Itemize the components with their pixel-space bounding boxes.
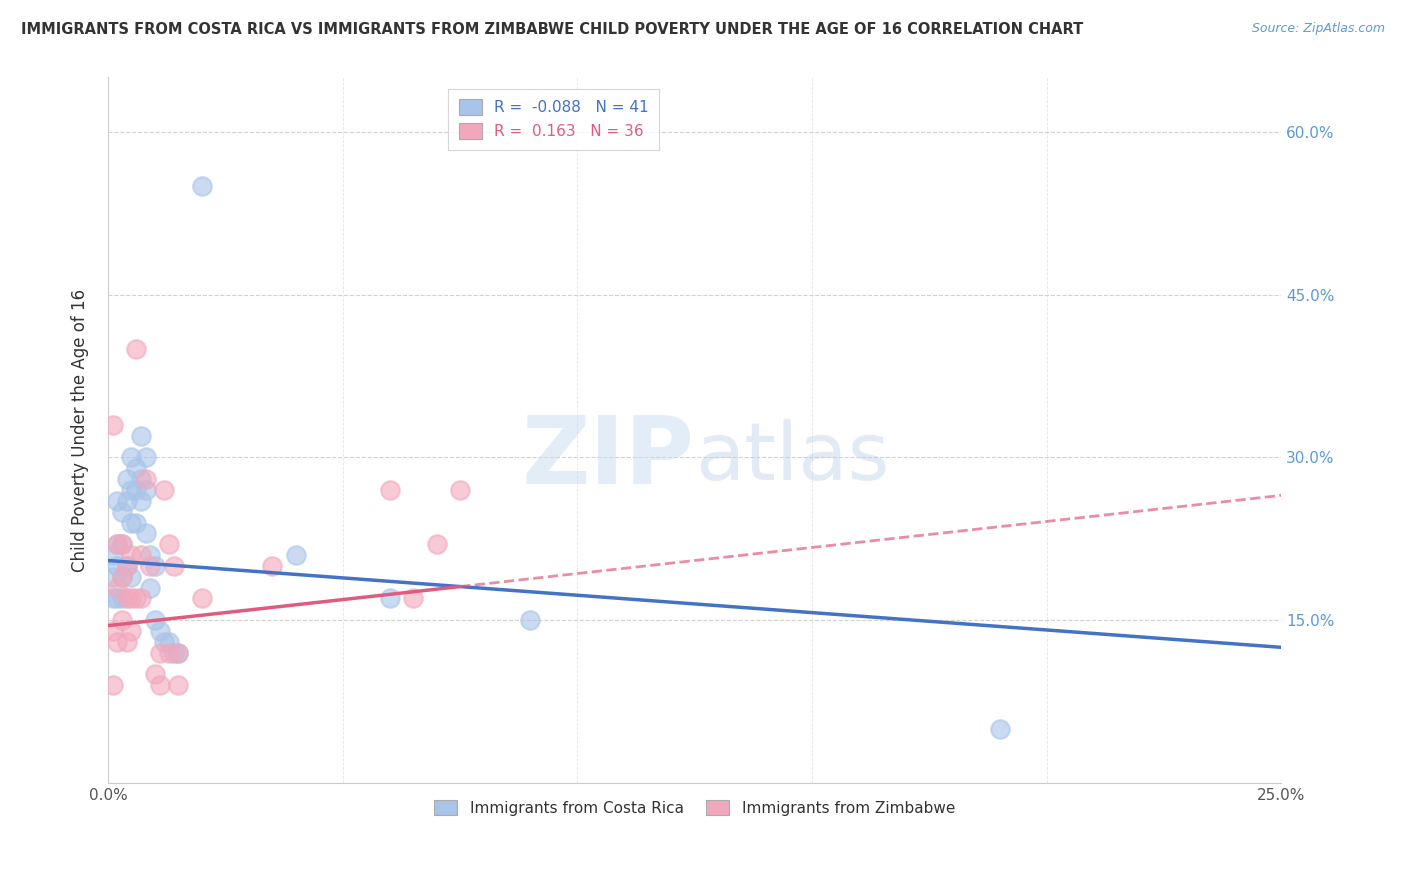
Text: IMMIGRANTS FROM COSTA RICA VS IMMIGRANTS FROM ZIMBABWE CHILD POVERTY UNDER THE A: IMMIGRANTS FROM COSTA RICA VS IMMIGRANTS… <box>21 22 1084 37</box>
Point <box>149 646 172 660</box>
Y-axis label: Child Poverty Under the Age of 16: Child Poverty Under the Age of 16 <box>72 289 89 572</box>
Point <box>262 558 284 573</box>
Point <box>125 342 148 356</box>
Point <box>125 483 148 497</box>
Point <box>157 646 180 660</box>
Point <box>111 613 134 627</box>
Point <box>157 537 180 551</box>
Point <box>167 678 190 692</box>
Point <box>111 570 134 584</box>
Text: atlas: atlas <box>695 419 889 498</box>
Point <box>129 428 152 442</box>
Point <box>402 591 425 606</box>
Point <box>449 483 471 497</box>
Point <box>115 591 138 606</box>
Point <box>378 591 401 606</box>
Point <box>111 537 134 551</box>
Point <box>105 558 128 573</box>
Point <box>115 472 138 486</box>
Point <box>167 646 190 660</box>
Legend: Immigrants from Costa Rica, Immigrants from Zimbabwe: Immigrants from Costa Rica, Immigrants f… <box>425 790 965 825</box>
Point <box>157 635 180 649</box>
Point <box>101 570 124 584</box>
Point <box>105 635 128 649</box>
Point <box>115 558 138 573</box>
Point <box>129 591 152 606</box>
Point <box>120 624 142 638</box>
Point <box>125 461 148 475</box>
Point <box>519 613 541 627</box>
Point <box>143 558 166 573</box>
Point <box>120 548 142 562</box>
Point <box>120 450 142 465</box>
Point <box>111 505 134 519</box>
Point <box>111 570 134 584</box>
Point <box>149 678 172 692</box>
Point <box>120 591 142 606</box>
Point <box>143 613 166 627</box>
Point <box>284 548 307 562</box>
Point <box>105 537 128 551</box>
Point <box>125 591 148 606</box>
Point <box>120 570 142 584</box>
Point <box>129 493 152 508</box>
Text: ZIP: ZIP <box>522 412 695 505</box>
Point <box>120 516 142 530</box>
Point <box>135 483 157 497</box>
Point <box>135 472 157 486</box>
Point <box>115 635 138 649</box>
Point <box>139 581 162 595</box>
Point <box>125 516 148 530</box>
Point <box>129 472 152 486</box>
Point <box>101 591 124 606</box>
Point <box>139 558 162 573</box>
Point <box>135 450 157 465</box>
Point <box>129 548 152 562</box>
Point <box>105 493 128 508</box>
Point <box>167 646 190 660</box>
Point <box>378 483 401 497</box>
Point <box>105 581 128 595</box>
Point <box>988 722 1011 736</box>
Point <box>149 624 172 638</box>
Point <box>153 483 176 497</box>
Point <box>153 635 176 649</box>
Point <box>115 558 138 573</box>
Point <box>111 537 134 551</box>
Point <box>101 678 124 692</box>
Point <box>120 483 142 497</box>
Point <box>143 667 166 681</box>
Point <box>105 591 128 606</box>
Point <box>139 548 162 562</box>
Point <box>163 646 186 660</box>
Point <box>101 417 124 432</box>
Point <box>425 537 447 551</box>
Point <box>135 526 157 541</box>
Text: Source: ZipAtlas.com: Source: ZipAtlas.com <box>1251 22 1385 36</box>
Point <box>115 493 138 508</box>
Point <box>163 558 186 573</box>
Point <box>191 591 214 606</box>
Point <box>101 624 124 638</box>
Point <box>105 537 128 551</box>
Point <box>111 591 134 606</box>
Point <box>191 179 214 194</box>
Point <box>101 548 124 562</box>
